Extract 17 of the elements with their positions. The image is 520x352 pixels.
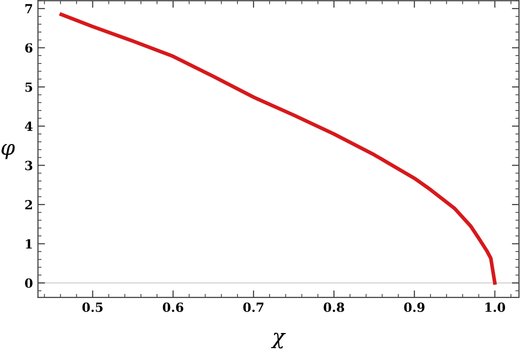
x-tick-label: 1.0	[485, 302, 506, 312]
y-axis-title: φ	[2, 144, 15, 160]
y-tick-label: 3	[25, 160, 32, 170]
y-tick-label: 4	[24, 122, 33, 131]
y-tick-label: 2	[25, 200, 32, 210]
x-tick-label: 0.6	[162, 302, 184, 312]
y-tick-label: 7	[25, 4, 32, 14]
x-tick-label: 0.9	[404, 302, 424, 312]
x-tick-label: 0.7	[243, 302, 264, 312]
x-axis-title: χ	[270, 332, 286, 348]
y-tick-label: 6	[25, 43, 32, 53]
y-tick-label: 1	[26, 239, 32, 248]
x-tick-label: 0.8	[324, 302, 344, 312]
x-tick-label: 0.5	[82, 302, 103, 312]
y-tick-label: 5	[25, 82, 32, 92]
y-tick-label: 0	[24, 278, 33, 288]
line-series	[59, 12, 497, 285]
